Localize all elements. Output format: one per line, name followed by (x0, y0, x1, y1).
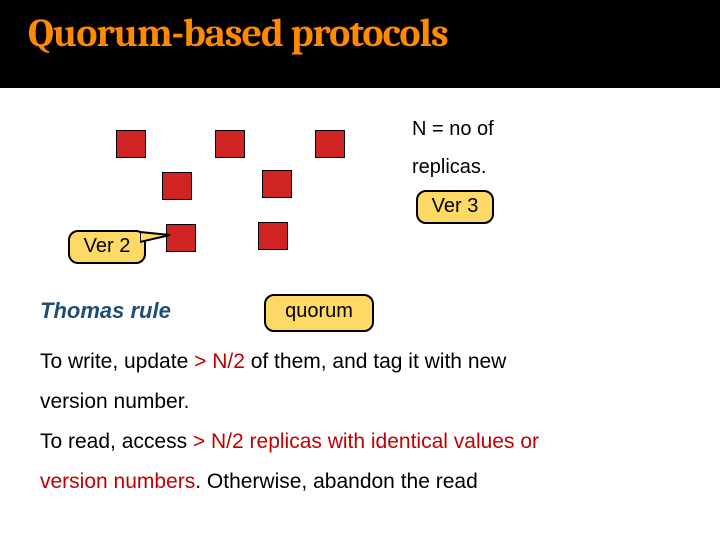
replica-node (258, 222, 288, 250)
ver2-tail (140, 226, 174, 244)
replica-node (262, 170, 292, 198)
ver2-callout: Ver 2 (68, 230, 146, 264)
body-line-3: To read, access > N/2 replicas with iden… (40, 422, 680, 462)
replica-node (315, 130, 345, 158)
body-line-4: version numbers. Otherwise, abandon the … (40, 462, 680, 502)
n-annotation-line1: N = no of (412, 118, 494, 141)
quorum-label: quorum (285, 300, 353, 322)
body-1c: of them, and tag it with new (245, 350, 506, 373)
thomas-rule-label: Thomas rule (40, 298, 171, 324)
n-annotation-line2: replicas. (412, 156, 486, 179)
slide-title: Quorum-based protocols (28, 10, 448, 56)
replica-node (215, 130, 245, 158)
ver3-label: Ver 3 (432, 195, 479, 217)
body-line-2: version number. (40, 382, 680, 422)
replica-node (162, 172, 192, 200)
title-bar: Quorum-based protocols (0, 0, 720, 88)
body-4a: version numbers (40, 470, 195, 493)
body-4b: . Otherwise, abandon the read (195, 470, 478, 493)
ver2-label: Ver 2 (84, 235, 131, 257)
body-1b: > N/2 (194, 350, 245, 373)
body-3a: To read, access (40, 430, 193, 453)
quorum-callout: quorum (264, 294, 374, 332)
body-3b: > N/2 replicas with identical values or (193, 430, 539, 453)
body-text: To write, update > N/2 of them, and tag … (40, 342, 680, 502)
replica-node (116, 130, 146, 158)
ver3-callout: Ver 3 (416, 190, 494, 224)
body-line-1: To write, update > N/2 of them, and tag … (40, 342, 680, 382)
body-1a: To write, update (40, 350, 194, 373)
